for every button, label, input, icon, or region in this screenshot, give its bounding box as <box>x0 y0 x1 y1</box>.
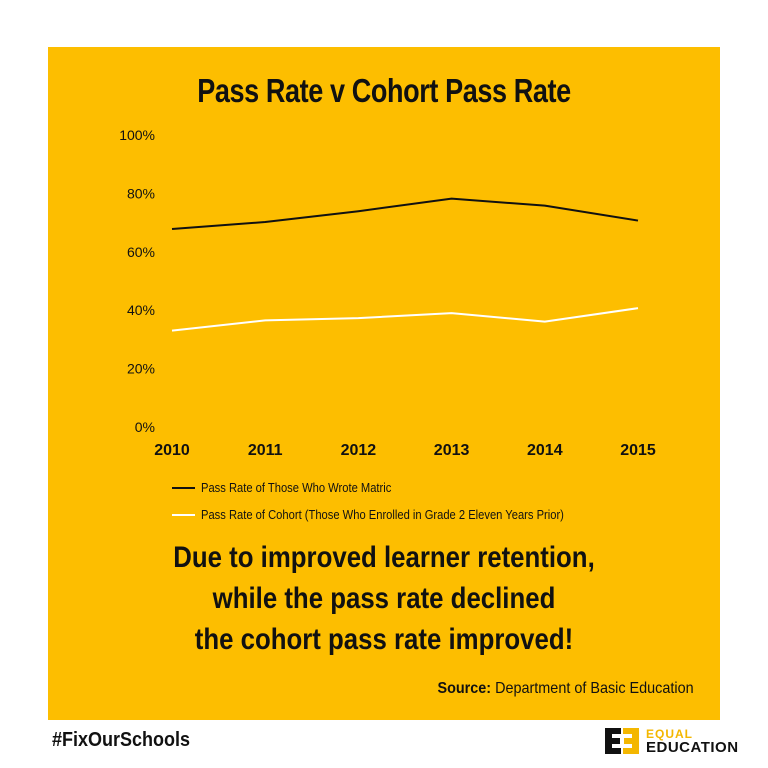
legend-swatch-pass-rate <box>172 486 195 489</box>
logo-line-education: EDUCATION <box>646 739 739 756</box>
y-tick-label: 100% <box>119 127 155 143</box>
x-tick-label: 2014 <box>527 442 563 459</box>
x-tick-label: 2011 <box>248 442 283 459</box>
y-tick-label: 0% <box>135 419 155 435</box>
legend-label-cohort-pass-rate: Pass Rate of Cohort (Those Who Enrolled … <box>201 507 564 522</box>
chart-legend: Pass Rate of Those Who Wrote Matric Pass… <box>172 474 623 528</box>
x-tick-label: 2012 <box>341 442 377 459</box>
x-tick-label: 2015 <box>620 442 656 459</box>
y-tick-label: 80% <box>127 185 155 201</box>
series-line-pass-rate <box>171 197 639 231</box>
x-tick-label: 2010 <box>154 442 190 459</box>
y-tick-label: 40% <box>127 302 155 318</box>
legend-item-cohort-pass-rate: Pass Rate of Cohort (Those Who Enrolled … <box>172 501 623 528</box>
y-tick-label: 20% <box>127 361 155 377</box>
chart-title: Pass Rate v Cohort Pass Rate <box>197 72 571 109</box>
x-tick-label: 2013 <box>434 442 470 459</box>
series-line-cohort-pass-rate <box>171 307 639 332</box>
y-tick-label: 60% <box>127 244 155 260</box>
hashtag: #FixOurSchools <box>52 729 191 751</box>
legend-swatch-cohort-pass-rate <box>172 513 195 516</box>
key-message-line-3: the cohort pass rate improved! <box>194 623 574 656</box>
source-label: Source: <box>437 680 492 697</box>
legend-item-pass-rate: Pass Rate of Those Who Wrote Matric <box>172 474 623 501</box>
key-message: Due to improved learner retention, while… <box>95 537 673 660</box>
source-text: Department of Basic Education <box>495 680 694 697</box>
equal-education-logo: EQUAL EDUCATION <box>603 726 739 756</box>
logo-line-equal: EQUAL <box>646 727 693 741</box>
legend-label-pass-rate: Pass Rate of Those Who Wrote Matric <box>201 480 392 495</box>
key-message-line-1: Due to improved learner retention, <box>173 541 595 574</box>
line-chart: 0% 20% 40% 60% 80% 100% 2010 2011 2012 2013 2014 20… <box>119 127 656 459</box>
infographic-panel: Pass Rate v Cohort Pass Rate 0% 20% 40% 60%… <box>48 47 720 720</box>
equal-education-logo-icon <box>605 728 639 754</box>
logo-wordmark: EQUAL EDUCATION <box>646 727 739 755</box>
source-note: Source: Department of Basic Education <box>438 680 694 698</box>
key-message-line-2: while the pass rate declined <box>212 582 556 615</box>
